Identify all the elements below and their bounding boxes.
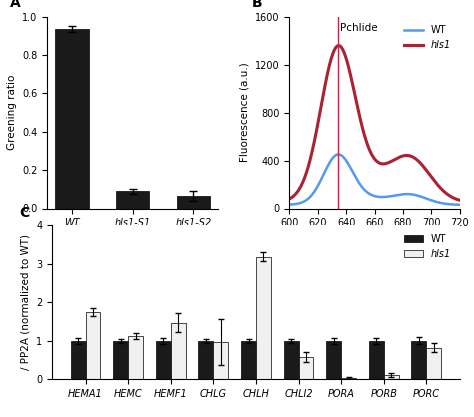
WT — [336, 152, 341, 157]
WT — [457, 202, 463, 207]
Bar — [426, 348, 441, 379]
Line: WT: WT — [289, 154, 460, 205]
Bar — [241, 341, 256, 379]
hls1 — [307, 158, 313, 163]
hls1 — [411, 155, 417, 160]
WT — [411, 192, 417, 197]
Bar — [369, 341, 384, 379]
hls1 — [457, 198, 463, 203]
WT — [355, 178, 360, 183]
Text: Pchlide: Pchlide — [340, 23, 378, 33]
Bar — [156, 341, 171, 379]
WT — [286, 202, 292, 207]
WT — [410, 192, 416, 197]
Bar — [55, 29, 89, 208]
Bar — [384, 375, 399, 379]
WT — [307, 195, 313, 200]
hls1 — [343, 53, 348, 58]
Bar — [199, 341, 213, 379]
Y-axis label: Fluorescence (a.u.): Fluorescence (a.u.) — [239, 63, 249, 163]
Bar — [86, 312, 100, 379]
hls1 — [336, 43, 341, 48]
Line: hls1: hls1 — [289, 45, 460, 200]
Bar — [171, 323, 186, 379]
Bar — [213, 342, 228, 379]
Bar — [116, 191, 149, 208]
Text: C: C — [19, 206, 30, 221]
Legend: WT, hls1: WT, hls1 — [400, 22, 455, 54]
Bar — [283, 341, 299, 379]
hls1 — [394, 156, 400, 161]
hls1 — [355, 103, 360, 108]
Bar — [71, 341, 86, 379]
Y-axis label: Greening ratio: Greening ratio — [7, 75, 17, 150]
WT — [343, 157, 348, 162]
hls1 — [410, 155, 416, 160]
Text: A: A — [10, 0, 21, 10]
Bar — [299, 357, 313, 379]
WT — [394, 193, 400, 198]
Legend: WT, hls1: WT, hls1 — [400, 230, 455, 263]
Bar — [326, 341, 341, 379]
Bar — [411, 341, 426, 379]
Bar — [128, 336, 143, 379]
Bar — [341, 378, 356, 379]
hls1 — [286, 196, 292, 201]
Bar — [256, 257, 271, 379]
Y-axis label: / PP2A (normalized to WT): / PP2A (normalized to WT) — [20, 234, 31, 370]
Bar — [113, 341, 128, 379]
Text: B: B — [252, 0, 263, 10]
Bar — [177, 196, 210, 208]
